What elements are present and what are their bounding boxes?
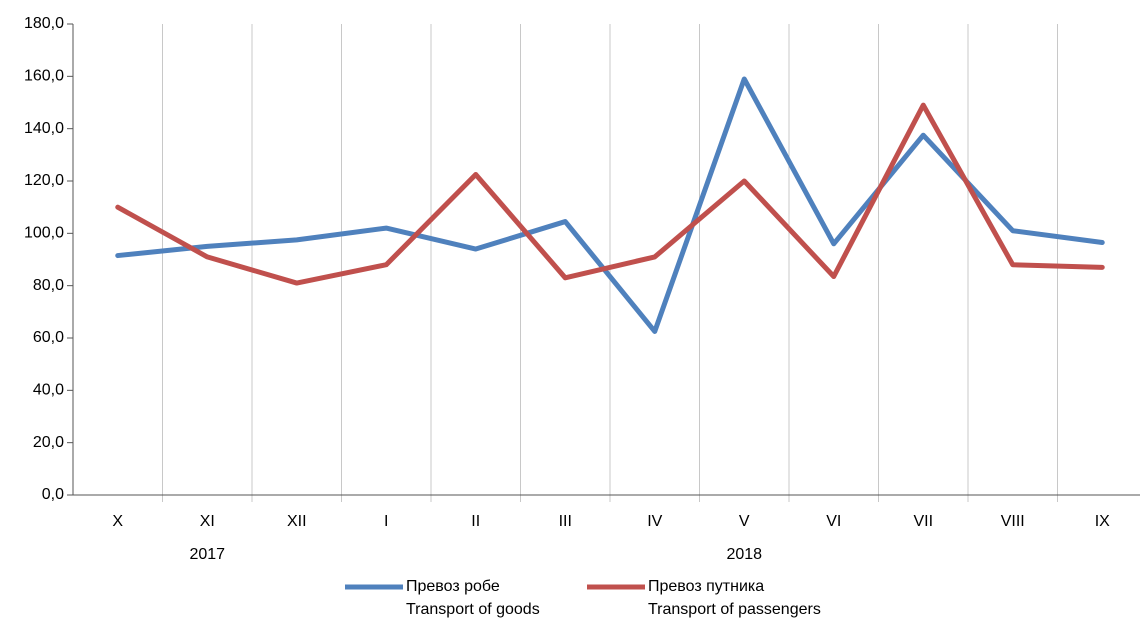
x-tick-label: X <box>112 513 123 530</box>
x-tick-label: IV <box>647 513 662 530</box>
year-label: 2018 <box>726 546 762 563</box>
legend-label: Превоз робе <box>406 578 500 595</box>
x-tick-label: I <box>384 513 388 530</box>
x-tick-label: XII <box>287 513 307 530</box>
y-tick-label: 20,0 <box>33 434 64 451</box>
y-tick-label: 180,0 <box>24 15 64 32</box>
series-line <box>115 76 1105 334</box>
x-tick-label: VII <box>913 513 933 530</box>
y-tick-label: 160,0 <box>24 68 64 85</box>
x-tick-label: III <box>559 513 572 530</box>
legend-label-en: Transport of passengers <box>648 601 821 618</box>
x-tick-label: V <box>739 513 750 530</box>
y-tick-label: 80,0 <box>33 277 64 294</box>
x-tick-label: XI <box>200 513 215 530</box>
y-tick-label: 100,0 <box>24 225 64 242</box>
legend-label-en: Transport of goods <box>406 601 540 618</box>
x-tick-label: VIII <box>1001 513 1025 530</box>
y-tick-label: 140,0 <box>24 120 64 137</box>
x-tick-label: VI <box>826 513 841 530</box>
year-label: 2017 <box>189 546 225 563</box>
x-tick-label: II <box>471 513 480 530</box>
y-tick-label: 40,0 <box>33 382 64 399</box>
series-line <box>115 102 1105 286</box>
x-tick-label: IX <box>1095 513 1110 530</box>
y-tick-label: 120,0 <box>24 172 64 189</box>
legend-label: Превоз путника <box>648 578 764 595</box>
y-tick-label: 0,0 <box>42 486 64 503</box>
y-tick-label: 60,0 <box>33 329 64 346</box>
